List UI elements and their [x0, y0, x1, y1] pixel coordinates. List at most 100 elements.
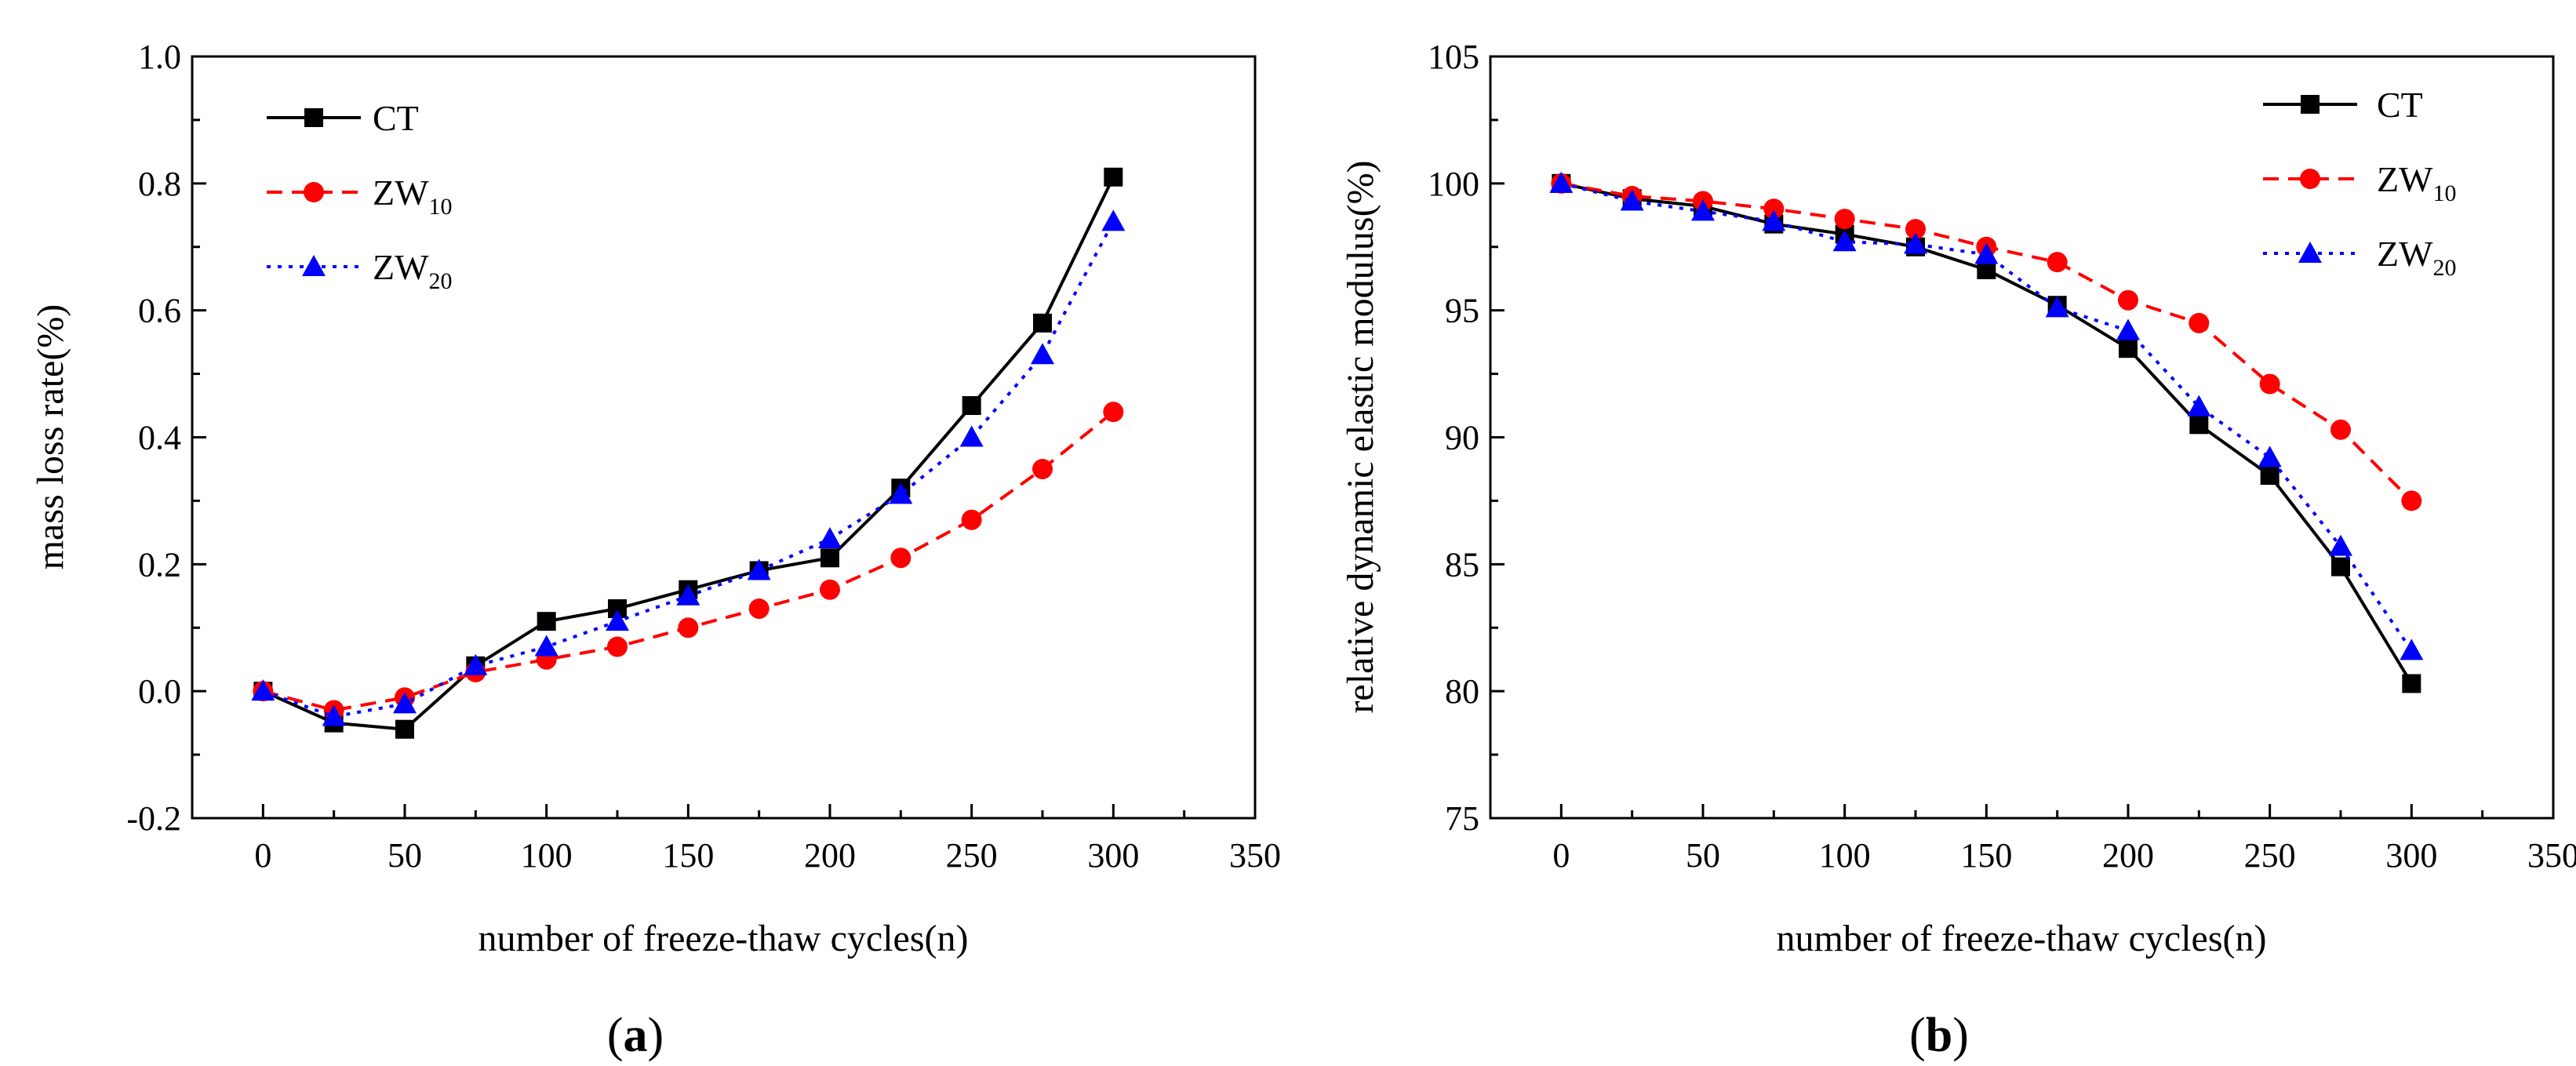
data-point-ZW20	[322, 704, 346, 726]
data-point-ZW20	[2258, 446, 2282, 468]
data-point-ZW10	[2118, 289, 2138, 311]
data-point-CT	[2119, 339, 2138, 358]
x-tick-label: 350	[2527, 836, 2576, 875]
y-tick-label: -0.2	[126, 799, 181, 838]
y-axis-label: relative dynamic elastic modulus(%)	[1340, 160, 1381, 713]
panel-label-part: b	[1926, 1009, 1952, 1062]
chart-panel-b: 0 50 100 150 200 250 300 350 75 80 85 90 95 100 105 num…	[1340, 38, 2576, 1062]
data-point-ZW10	[678, 617, 699, 639]
legend-label: ZW10	[2377, 159, 2457, 206]
data-point-CT	[962, 396, 981, 416]
series-ZW20	[1549, 171, 2424, 660]
y-tick-label: 0.6	[138, 292, 181, 330]
x-tick-label: 50	[1686, 836, 1720, 875]
legend-label: ZW20	[373, 247, 453, 294]
legend-label: CT	[373, 98, 419, 138]
data-point-CT	[1104, 167, 1123, 187]
data-point-CT	[2402, 674, 2421, 693]
panel-label-part: )	[1952, 1009, 1969, 1062]
legend-label-main: ZW	[2377, 159, 2433, 199]
data-point-ZW20	[1974, 242, 1999, 264]
data-point-ZW10	[1834, 209, 1855, 230]
legend-label-sub: 20	[429, 268, 453, 294]
y-tick-label: 0.4	[138, 419, 181, 457]
panel-label: (b)	[1909, 1009, 1969, 1062]
legend-label-main: ZW	[373, 173, 429, 213]
legend-item-CT: CT	[2263, 85, 2423, 125]
legend-label-sub: 10	[2433, 180, 2457, 206]
y-tick-label: 85	[1445, 545, 1479, 584]
data-point-ZW10	[2189, 312, 2210, 333]
y-tick-label: 0.0	[138, 672, 181, 711]
y-tick-label: 95	[1445, 292, 1479, 330]
data-point-ZW20	[1620, 189, 1644, 211]
data-point-ZW20	[2187, 395, 2211, 417]
data-point-ZW20	[676, 584, 700, 606]
data-point-ZW20	[1832, 230, 1857, 252]
x-tick-label: 150	[662, 836, 714, 875]
legend-label-main: CT	[373, 98, 419, 138]
x-tick-label: 200	[804, 836, 856, 875]
x-tick-label: 100	[1819, 836, 1871, 875]
data-point-ZW20	[1904, 232, 1927, 254]
data-point-ZW10	[1103, 402, 1124, 423]
legend-label-main: CT	[2377, 85, 2423, 125]
legend-marker	[2301, 95, 2319, 114]
x-tick-label: 0	[254, 836, 271, 875]
data-point-CT	[820, 548, 839, 568]
series-line-ZW20	[262, 220, 1115, 719]
y-tick-label: 105	[1428, 38, 1479, 76]
legend-marker	[304, 182, 324, 202]
panel-label-part: (	[607, 1009, 624, 1062]
data-point-ZW10	[2401, 490, 2422, 511]
legend-item-ZW20: ZW20	[267, 247, 453, 294]
data-point-ZW20	[251, 679, 275, 701]
data-point-ZW10	[890, 548, 911, 569]
x-tick-label: 300	[2385, 836, 2437, 875]
data-point-ZW10	[2047, 252, 2068, 273]
data-point-ZW10	[2259, 373, 2280, 395]
data-point-ZW10	[607, 636, 628, 657]
data-point-ZW20	[1031, 343, 1054, 365]
legend-marker	[302, 255, 326, 276]
data-point-CT	[395, 719, 414, 739]
legend-label: ZW10	[373, 173, 453, 220]
data-point-ZW20	[534, 635, 558, 657]
data-point-ZW20	[889, 482, 913, 504]
data-point-ZW20	[1762, 209, 1786, 231]
panel-label: (a)	[607, 1009, 664, 1062]
legend-item-ZW20: ZW20	[2263, 234, 2457, 281]
panel-label-part: (	[1909, 1009, 1926, 1062]
data-point-ZW20	[393, 692, 417, 714]
series-line-ZW10	[1560, 181, 2413, 502]
legend-marker	[304, 108, 323, 127]
data-point-ZW20	[606, 609, 629, 631]
data-point-ZW20	[2045, 296, 2069, 318]
panel-label-part: )	[648, 1009, 664, 1062]
data-point-ZW10	[820, 579, 840, 600]
data-point-ZW20	[2400, 639, 2424, 660]
x-axis-label: number of freeze-thaw cycles(n)	[478, 918, 969, 959]
y-tick-label: 0.8	[138, 165, 181, 203]
x-tick-label: 150	[1960, 836, 2012, 875]
y-tick-label: 90	[1445, 419, 1479, 457]
legend-item-ZW10: ZW10	[2263, 159, 2457, 206]
series-ZW20	[251, 209, 1126, 726]
legend-label-main: ZW	[2377, 234, 2433, 274]
data-point-ZW20	[1549, 171, 1574, 193]
data-point-ZW10	[1763, 198, 1785, 220]
x-tick-label: 100	[521, 836, 573, 875]
y-tick-label: 80	[1445, 672, 1479, 711]
legend-label: ZW20	[2377, 234, 2457, 281]
data-point-ZW20	[464, 653, 488, 675]
legend-label-sub: 20	[2433, 255, 2457, 281]
data-point-ZW20	[1691, 199, 1715, 221]
legend-item-CT: CT	[267, 98, 419, 138]
series-ZW10	[1551, 173, 2422, 511]
x-tick-label: 250	[2244, 836, 2296, 875]
y-tick-label: 0.2	[138, 545, 181, 584]
x-tick-label: 50	[387, 836, 422, 875]
data-point-ZW10	[961, 509, 982, 530]
data-point-ZW20	[818, 526, 842, 548]
x-axis-label: number of freeze-thaw cycles(n)	[1777, 918, 2267, 959]
